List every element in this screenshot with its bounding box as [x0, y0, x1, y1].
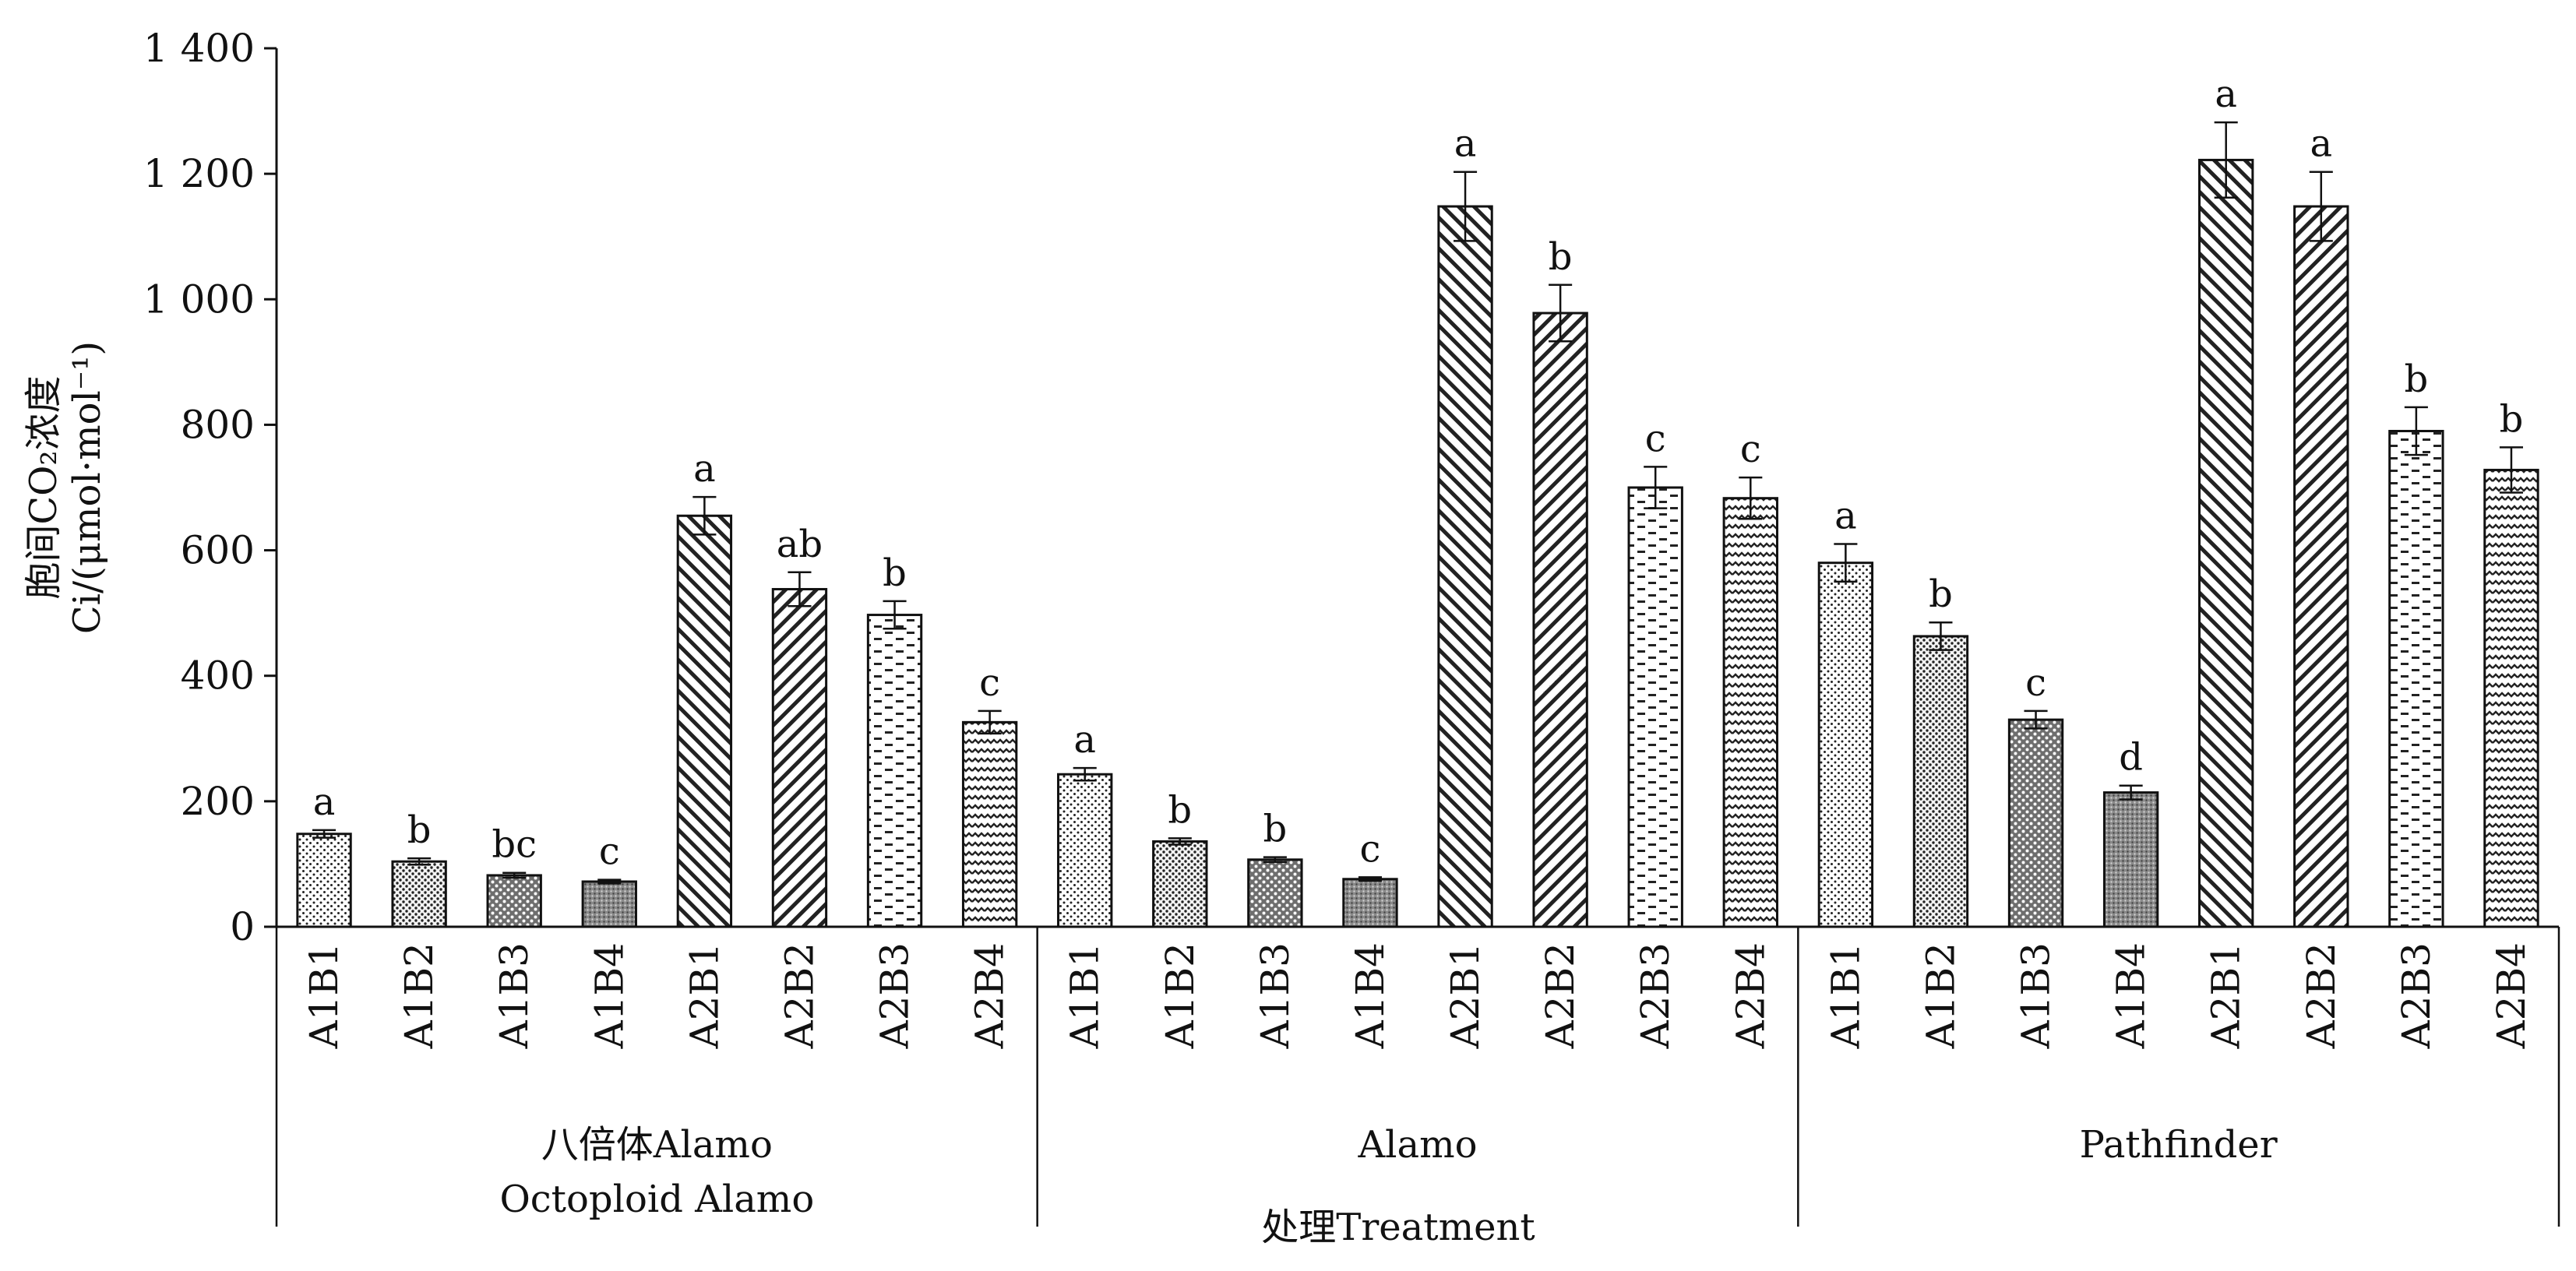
category-label: A2B1 [2204, 942, 2249, 1049]
significance-label: b [2500, 397, 2524, 441]
bar [676, 514, 733, 928]
significance-label: b [407, 808, 432, 852]
bar [1247, 858, 1303, 928]
category-label: A1B1 [1823, 942, 1868, 1049]
group-label: Alamo [1357, 1123, 1477, 1167]
category-label: A1B1 [1062, 942, 1108, 1049]
significance-label: b [883, 551, 907, 595]
significance-label: c [1740, 428, 1761, 471]
category-label: A2B3 [1633, 942, 1678, 1049]
bar [771, 588, 828, 928]
category-label: A2B4 [967, 942, 1013, 1049]
bar [1532, 312, 1588, 928]
group-labels: 八倍体Alamo Octoploid Alamo Alamo Pathfinder [499, 1123, 2277, 1221]
significance-label: a [2215, 72, 2237, 116]
bar [1437, 205, 1493, 928]
significance-label: a [1454, 122, 1477, 166]
y-axis: 0 200 400 600 800 1 000 1 200 1 400 [143, 26, 278, 949]
y-tick-label: 1 000 [143, 276, 255, 322]
group-label: Octoploid Alamo [499, 1178, 814, 1221]
significance-label: a [1834, 495, 1857, 538]
bar [1627, 486, 1683, 928]
y-tick-label: 800 [181, 402, 255, 447]
significance-label: c [599, 830, 620, 874]
category-label: A2B1 [1443, 942, 1488, 1049]
bar [1342, 878, 1398, 928]
bar [2388, 429, 2444, 928]
significance-label: b [1168, 788, 1192, 832]
y-tick-label: 1 400 [143, 26, 255, 71]
category-label: A1B2 [396, 942, 442, 1049]
category-label: A2B1 [682, 942, 727, 1049]
significance-label: a [1073, 718, 1096, 762]
category-label: A1B2 [1918, 942, 1963, 1049]
significance-label: c [979, 661, 1000, 705]
category-label: A2B3 [872, 942, 918, 1049]
y-tick-label: 600 [181, 528, 255, 573]
y-tick-label: 200 [181, 779, 255, 824]
significance-label: b [1929, 572, 1953, 616]
y-tick-label: 1 200 [143, 151, 255, 196]
category-label: A2B3 [2394, 942, 2439, 1049]
bar [961, 720, 1018, 928]
category-labels: A1B1 A1B2 A1B3 A1B4 A2B1 A2B2 A2B3 A2B4 A1B1 A1B2… [301, 942, 2534, 1049]
bar [2198, 158, 2254, 928]
significance-label: c [2025, 661, 2046, 705]
significance-label: b [2405, 357, 2429, 401]
x-axis-title: 处理Treatment [1261, 1206, 1535, 1249]
bar [2293, 205, 2349, 928]
bar [296, 833, 352, 928]
significance-label: ab [777, 523, 823, 566]
group-label: Pathfinder [2080, 1123, 2278, 1167]
category-label: A1B1 [301, 942, 347, 1049]
category-label: A2B2 [777, 942, 822, 1049]
y-axis-title-cn: 胞间CO₂浓度 [22, 375, 65, 599]
category-label: A2B2 [1538, 942, 1583, 1049]
bar [391, 860, 447, 928]
bar [866, 614, 923, 928]
bar [2483, 468, 2539, 928]
x-axis [275, 925, 2560, 1227]
y-tick-label: 0 [230, 904, 255, 949]
bar [1722, 497, 1778, 928]
category-label: A2B2 [2299, 942, 2344, 1049]
category-label: A1B4 [587, 942, 632, 1049]
category-label: A2B4 [1728, 942, 1773, 1049]
significance-label: a [313, 780, 336, 824]
bar [1817, 562, 1874, 928]
y-axis-title: 胞间CO₂浓度 Ci/(μmol·mol⁻¹) [22, 341, 109, 634]
significance-label: b [1549, 235, 1573, 279]
significance-label: c [1360, 827, 1381, 871]
bar [1152, 840, 1208, 928]
category-label: A1B3 [2014, 942, 2059, 1049]
category-label: A1B3 [492, 942, 537, 1049]
significance-label: c [1645, 417, 1666, 460]
significance-label: a [2310, 122, 2332, 166]
category-label: A1B2 [1158, 942, 1203, 1049]
significance-label: b [1263, 808, 1288, 851]
y-axis-title-unit: Ci/(μmol·mol⁻¹) [65, 341, 109, 634]
category-label: A1B4 [1348, 942, 1393, 1049]
category-label: A2B4 [2489, 942, 2534, 1049]
bar [1912, 635, 1969, 928]
group-label: 八倍体Alamo [541, 1123, 773, 1167]
bar [581, 880, 637, 928]
bar [2007, 718, 2064, 928]
category-label: A1B4 [2109, 942, 2154, 1049]
significance-label: d [2119, 736, 2143, 780]
bar [2102, 791, 2159, 928]
y-tick-label: 400 [181, 653, 255, 699]
significance-label: bc [492, 823, 537, 867]
bar [486, 874, 542, 928]
category-label: A1B3 [1253, 942, 1298, 1049]
bar [1057, 773, 1113, 928]
significance-label: a [693, 447, 716, 491]
